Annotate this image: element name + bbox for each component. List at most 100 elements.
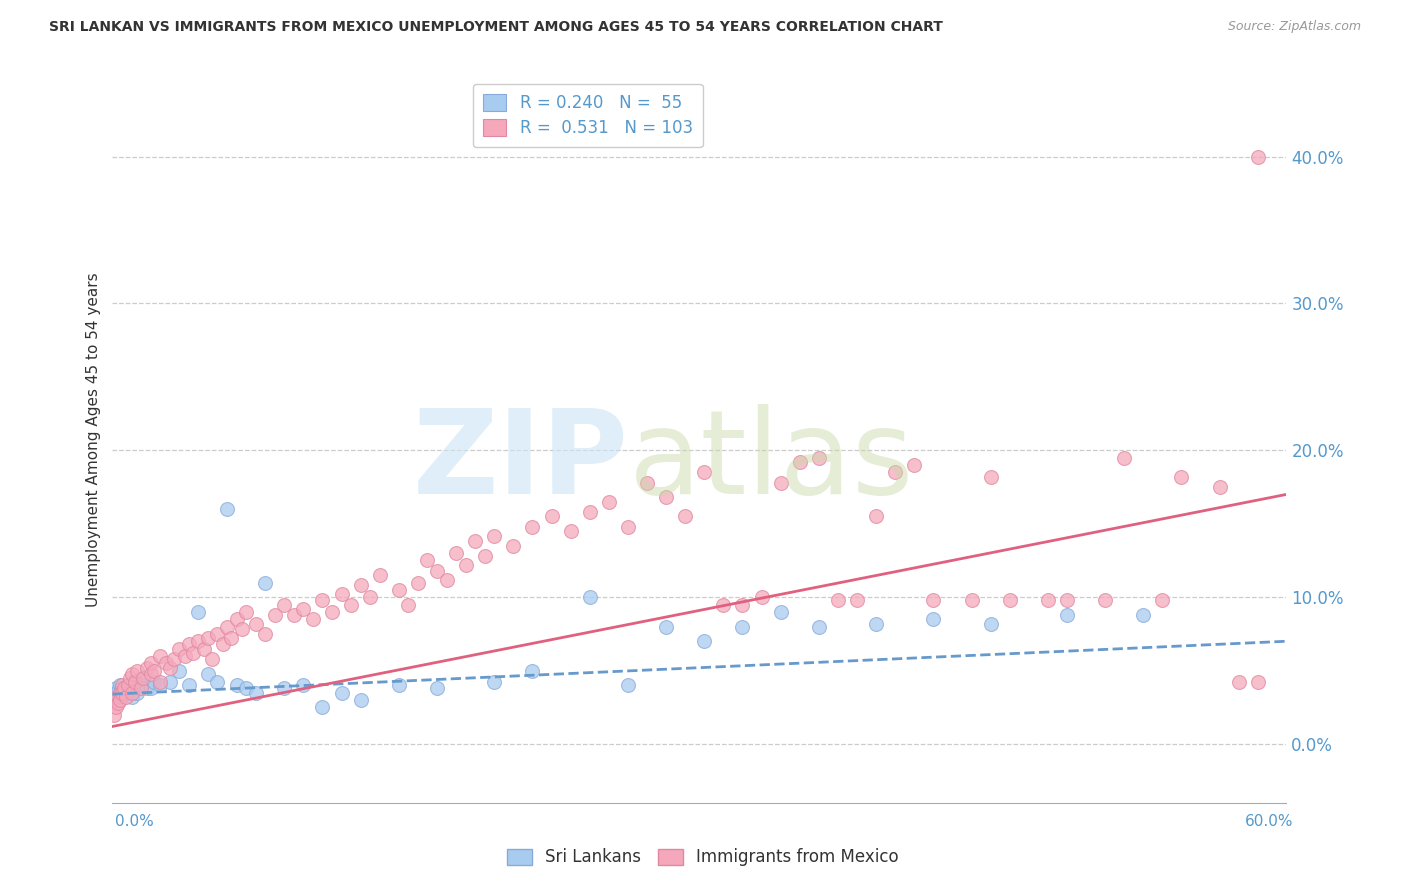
Point (1114, 450, 1136, 465)
Point (107, 696, 129, 710)
Point (111, 681, 134, 696)
Point (340, 598, 363, 612)
Point (769, 605, 792, 619)
Point (105, 693, 128, 707)
Point (769, 475, 792, 490)
Point (108, 686, 131, 700)
Point (502, 539, 524, 553)
Point (215, 502, 238, 516)
Point (273, 681, 295, 696)
Point (127, 686, 149, 700)
Point (197, 666, 219, 681)
Point (254, 575, 277, 590)
Point (827, 593, 849, 607)
Point (311, 593, 333, 607)
Point (263, 607, 285, 622)
Point (598, 494, 620, 508)
Point (388, 582, 411, 597)
Point (235, 605, 257, 619)
Point (132, 671, 155, 685)
Point (129, 681, 152, 696)
Point (149, 648, 172, 663)
Point (139, 666, 162, 681)
Point (115, 686, 138, 700)
Text: 60.0%: 60.0% (1246, 814, 1294, 829)
Point (254, 627, 277, 641)
Point (155, 657, 177, 671)
Point (187, 634, 209, 648)
Point (426, 681, 449, 696)
Point (807, 450, 830, 465)
Point (283, 607, 305, 622)
Point (578, 590, 600, 604)
Point (1170, 469, 1192, 483)
Point (273, 598, 295, 612)
Point (388, 678, 411, 692)
Point (103, 707, 125, 722)
Point (1132, 607, 1154, 622)
Point (235, 681, 257, 696)
Point (406, 575, 429, 590)
Point (108, 678, 131, 692)
Point (121, 690, 143, 704)
Point (444, 546, 467, 560)
Point (177, 637, 200, 651)
Point (1247, 675, 1270, 690)
Point (121, 675, 143, 690)
Point (197, 632, 219, 646)
Point (436, 573, 458, 587)
Point (193, 641, 215, 656)
Point (169, 641, 191, 656)
Point (103, 687, 125, 701)
Point (484, 675, 506, 690)
Point (108, 686, 131, 700)
Point (359, 590, 381, 604)
Point (225, 678, 247, 692)
Point (108, 693, 131, 707)
Point (111, 678, 134, 692)
Point (673, 509, 696, 524)
Point (215, 619, 238, 633)
Point (245, 616, 267, 631)
Point (302, 612, 325, 626)
Point (1227, 675, 1250, 690)
Point (330, 587, 353, 601)
Point (655, 491, 678, 505)
Point (143, 675, 166, 690)
Point (1208, 480, 1230, 494)
Point (135, 661, 157, 675)
Point (693, 466, 716, 480)
Point (174, 648, 197, 663)
Point (751, 590, 773, 604)
Point (922, 612, 945, 626)
Point (107, 684, 129, 698)
Point (311, 700, 333, 714)
Point (693, 634, 716, 648)
Text: ZIP: ZIP (413, 403, 628, 518)
Point (368, 568, 391, 582)
Point (111, 689, 134, 703)
Point (135, 681, 157, 696)
Point (187, 605, 209, 619)
Point (1036, 593, 1059, 607)
Point (162, 652, 184, 666)
Point (522, 664, 544, 678)
Point (846, 593, 869, 607)
Point (292, 602, 315, 616)
Point (159, 661, 181, 675)
Point (711, 598, 734, 612)
Point (117, 682, 139, 697)
Point (245, 686, 267, 700)
Point (124, 681, 146, 696)
Point (181, 646, 204, 660)
Legend: Sri Lankans, Immigrants from Mexico: Sri Lankans, Immigrants from Mexico (501, 842, 905, 873)
Point (560, 524, 582, 538)
Point (127, 664, 149, 678)
Text: SRI LANKAN VS IMMIGRANTS FROM MEXICO UNEMPLOYMENT AMONG AGES 45 TO 54 YEARS CORR: SRI LANKAN VS IMMIGRANTS FROM MEXICO UNE… (49, 20, 943, 34)
Point (159, 675, 181, 690)
Point (998, 593, 1021, 607)
Point (396, 598, 419, 612)
Point (350, 693, 373, 707)
Point (980, 616, 1002, 631)
Point (112, 684, 135, 698)
